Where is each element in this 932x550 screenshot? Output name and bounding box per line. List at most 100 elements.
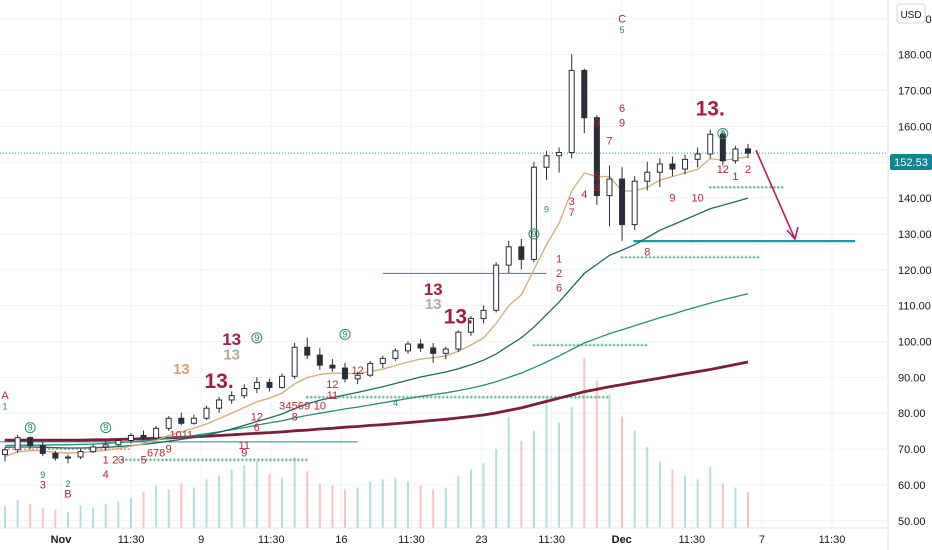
volume-bar (255, 461, 258, 528)
wave-count-label: 12 (251, 411, 263, 423)
projection-arrow (755, 149, 799, 241)
support-dot (728, 185, 732, 189)
wave-count-label: 3 (569, 196, 575, 208)
support-dot (373, 395, 377, 399)
support-dot (236, 458, 240, 462)
support-dot (724, 255, 728, 259)
circled-nine-label: 9 (28, 423, 33, 433)
support-dot (445, 395, 449, 399)
support-dot (648, 255, 652, 259)
resistance-dot (32, 448, 34, 451)
support-dot (744, 185, 748, 189)
support-dot (401, 395, 405, 399)
currency-selector[interactable]: USD (896, 3, 926, 24)
volume-bar (192, 487, 195, 528)
support-dot (200, 458, 204, 462)
volume-bar (218, 475, 221, 528)
support-dot (624, 255, 628, 259)
resistance-dot (52, 448, 54, 451)
y-tick-label: 60.00 (898, 480, 926, 492)
volume-bar (684, 475, 687, 528)
support-dot (716, 255, 720, 259)
volume-bar (671, 469, 674, 528)
setup-13-label: 13 (173, 361, 190, 378)
support-dot (377, 395, 381, 399)
support-dot (708, 255, 712, 259)
candle-body (140, 434, 147, 439)
support-dot (700, 255, 704, 259)
y-tick-label: 100.00 (898, 337, 932, 349)
volume-bar (117, 501, 120, 528)
support-dot (240, 458, 244, 462)
wave-count-label: 10 (692, 193, 704, 205)
support-dot (724, 185, 728, 189)
support-dot (521, 395, 525, 399)
volume-bar (570, 406, 573, 528)
volume-bars (4, 358, 749, 528)
support-dot (349, 395, 353, 399)
support-dot (620, 255, 624, 259)
volume-bar (331, 485, 334, 528)
support-dot (640, 255, 644, 259)
volume-bar (432, 489, 435, 528)
volume-bar (29, 503, 32, 528)
wave-count-label: 3 (279, 401, 285, 413)
support-dot (652, 255, 656, 259)
support-dot (532, 343, 536, 347)
support-dot (393, 395, 397, 399)
y-tick-label: 140.00 (898, 193, 932, 205)
support-dot (429, 395, 433, 399)
support-dot (572, 343, 576, 347)
volume-bar (633, 430, 636, 528)
y-tick-label: 80.00 (898, 408, 926, 420)
support-dot (764, 185, 768, 189)
candle-body (2, 449, 8, 455)
y-tick-label: 130.00 (898, 229, 932, 241)
volume-bar (608, 394, 611, 528)
wave-count-label: 5 (620, 25, 625, 35)
support-dot (664, 255, 668, 259)
support-dot (509, 395, 513, 399)
volume-bar (457, 475, 460, 528)
candle-body (581, 69, 588, 119)
candle-body (543, 155, 550, 168)
support-dot (465, 395, 469, 399)
circled-nine-marker (251, 332, 263, 344)
support-dot (341, 395, 345, 399)
circled-nine-label: 9 (254, 333, 259, 343)
circled-nine-label: 9 (531, 229, 536, 239)
support-dot (624, 343, 628, 347)
price-axis[interactable]: 190.00180.00170.00160.00150.00140.00130.… (887, 0, 932, 550)
setup-13-label: 13 (222, 330, 241, 349)
support-dot (541, 395, 545, 399)
support-dot (640, 343, 644, 347)
volume-bar (583, 358, 586, 528)
candle-body (707, 133, 714, 155)
y-tick-label: 170.00 (898, 85, 932, 97)
support-dot (644, 343, 648, 347)
resistance-dot (8, 448, 10, 451)
support-dot (132, 458, 136, 462)
support-dot (636, 343, 640, 347)
circled-nine-label: 9 (720, 129, 725, 139)
support-dot (220, 458, 224, 462)
resistance-dot (64, 448, 66, 451)
support-dot (489, 395, 493, 399)
support-dot (525, 395, 529, 399)
wave-count-label: A (1, 390, 9, 402)
time-axis[interactable]: Nov 11:30 9 11:30 16 11:30 23 11:30 Dec 11:30 7 11:… (0, 527, 888, 546)
support-dot (545, 395, 549, 399)
support-dot (601, 395, 605, 399)
support-dot (740, 255, 744, 259)
support-dot (437, 395, 441, 399)
support-dot (752, 255, 756, 259)
support-dot (513, 395, 517, 399)
support-dot (309, 395, 313, 399)
candle-body (455, 331, 462, 350)
wave-count-label: 10 (314, 401, 326, 413)
wave-count-label: 678 (147, 447, 165, 459)
candle-body (329, 364, 336, 369)
support-dot (628, 255, 632, 259)
wave-count-label: 7 (569, 207, 575, 219)
